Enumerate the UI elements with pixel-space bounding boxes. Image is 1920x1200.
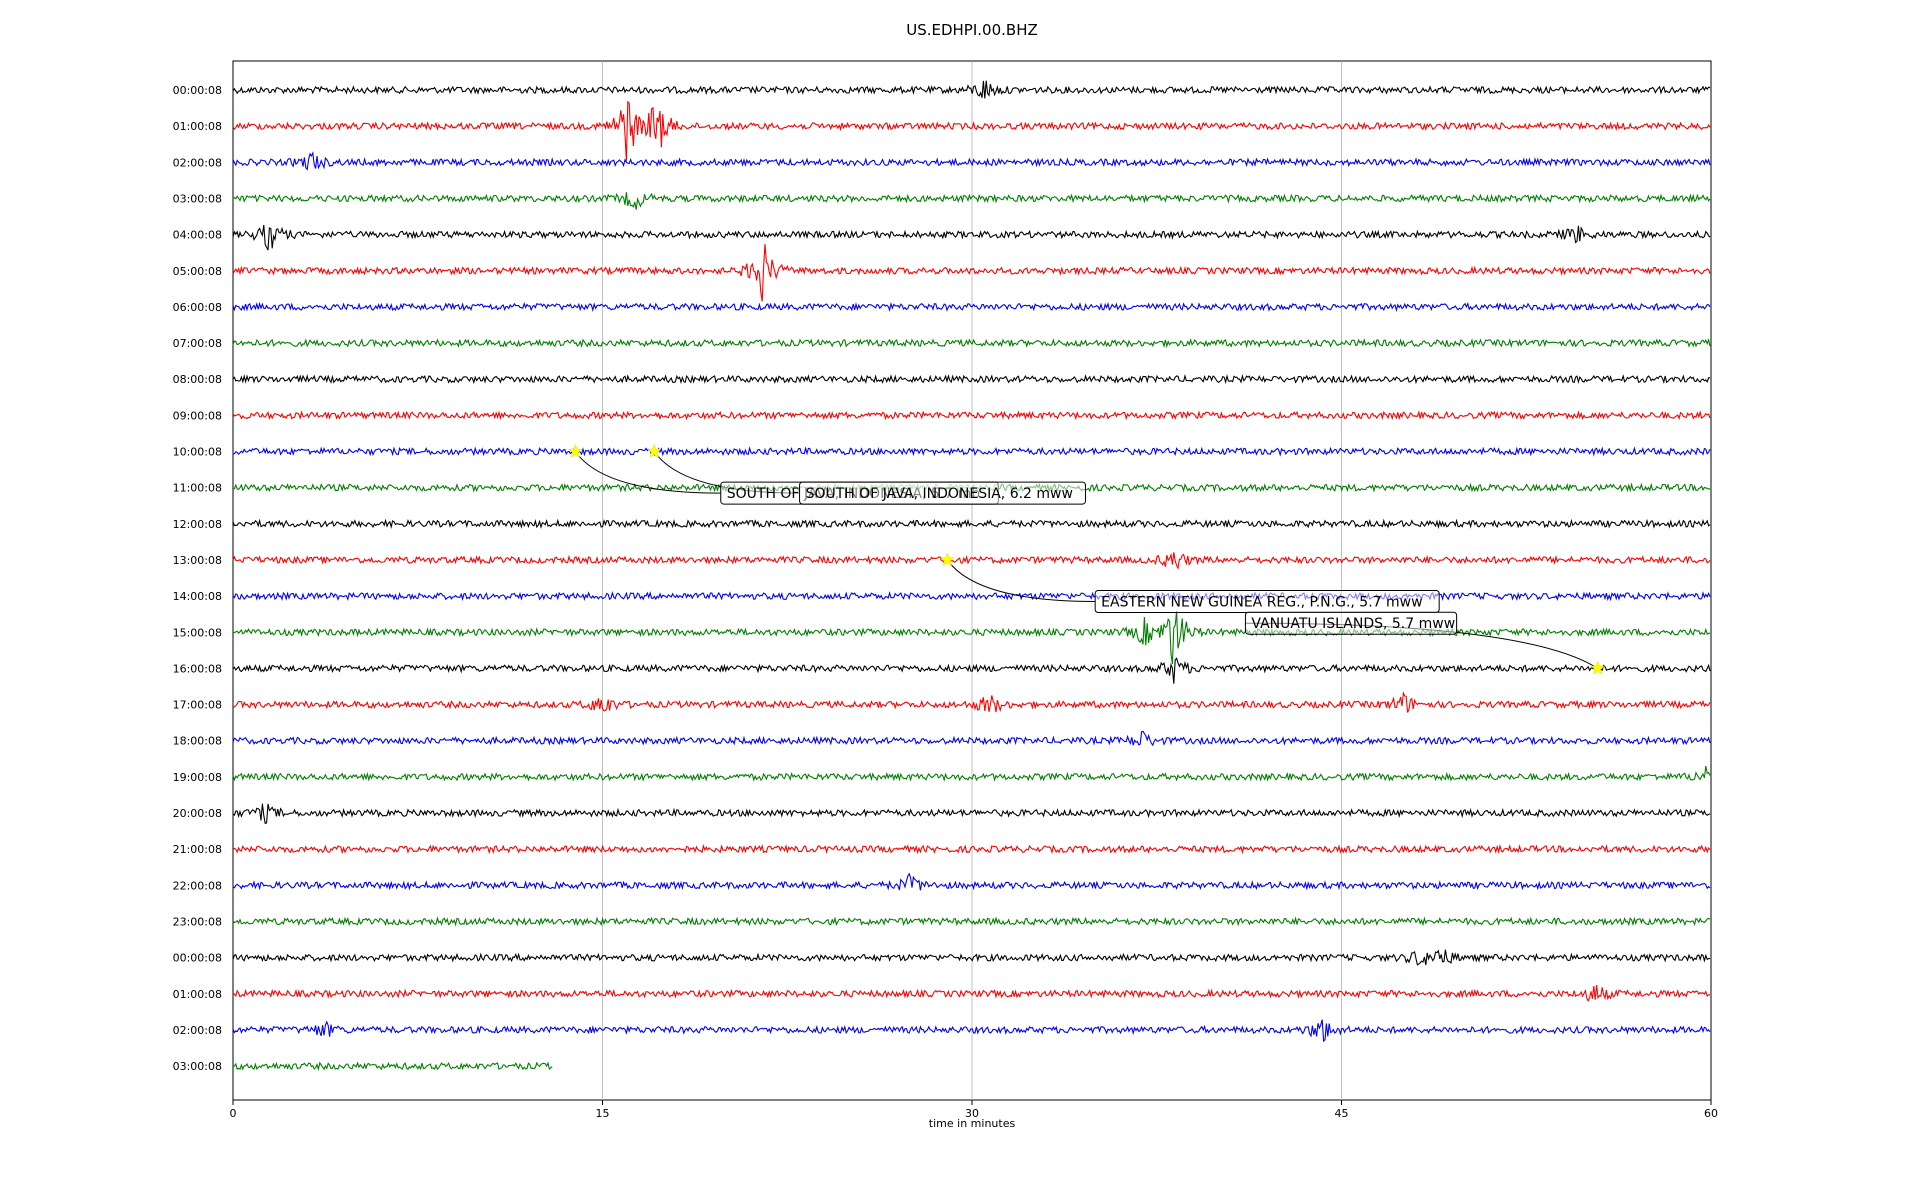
- row-time-label: 20:00:08: [173, 807, 222, 820]
- event-connector: [574, 451, 721, 494]
- row-time-label: 15:00:08: [173, 626, 222, 639]
- seismic-trace: [232, 301, 1711, 313]
- row-time-label: 01:00:08: [173, 120, 222, 133]
- row-time-label: 14:00:08: [173, 590, 222, 603]
- seismic-trace: [232, 803, 1711, 825]
- row-time-label: 16:00:08: [173, 662, 222, 675]
- seismic-trace: [232, 224, 1711, 251]
- seismic-trace: [232, 1061, 553, 1072]
- seismic-trace: [232, 765, 1711, 782]
- seismic-trace: [232, 80, 1711, 99]
- seismic-trace: [232, 843, 1711, 855]
- seismic-trace: [232, 984, 1711, 1003]
- seismic-trace: [232, 552, 1711, 571]
- seismic-trace: [232, 611, 1710, 665]
- row-time-label: 03:00:08: [173, 1060, 222, 1073]
- seismic-trace: [232, 872, 1711, 891]
- event-star: [940, 552, 955, 567]
- event-label: VANUATU ISLANDS, 5.7 mww: [1244, 611, 1458, 635]
- x-tick-label: 0: [230, 1107, 237, 1120]
- seismic-trace: [232, 590, 1711, 602]
- row-time-label: 18:00:08: [173, 735, 222, 748]
- event-label-box: [1244, 611, 1458, 635]
- x-tick-label: 45: [1335, 1107, 1349, 1120]
- row-time-label: 09:00:08: [173, 409, 222, 422]
- seismic-trace: [232, 374, 1710, 385]
- event-label-box: [799, 481, 1086, 505]
- event-star: [1590, 660, 1605, 675]
- event-star: [646, 443, 662, 458]
- row-time-label: 06:00:08: [173, 301, 222, 314]
- row-time-label: 17:00:08: [173, 699, 222, 712]
- x-tick-label: 60: [1704, 1107, 1718, 1120]
- row-time-label: 05:00:08: [173, 265, 222, 278]
- row-time-label: 04:00:08: [173, 229, 222, 242]
- seismic-trace: [232, 730, 1711, 747]
- chart-title: US.EDHPI.00.BHZ: [906, 21, 1038, 39]
- row-time-label: 10:00:08: [173, 446, 222, 459]
- row-time-label: 21:00:08: [173, 843, 222, 856]
- row-time-label: 22:00:08: [173, 879, 222, 892]
- x-tick-label: 30: [965, 1107, 979, 1120]
- seismic-trace: [232, 192, 1711, 210]
- seismic-trace: [232, 691, 1711, 713]
- row-time-label: 19:00:08: [173, 771, 222, 784]
- seismic-trace: [232, 446, 1711, 457]
- seismic-trace: [232, 518, 1711, 530]
- event-label-text: VANUATU ISLANDS, 5.7 mww: [1251, 616, 1455, 632]
- row-time-label: 02:00:08: [173, 1024, 222, 1037]
- seismic-trace: [232, 1019, 1711, 1043]
- row-time-label: 07:00:08: [173, 337, 222, 350]
- row-time-label: 01:00:08: [173, 988, 222, 1001]
- event-connector: [946, 559, 1096, 603]
- row-time-label: 13:00:08: [173, 554, 222, 567]
- event-label-text: SOUTH OF JAVA, INDONESIA, 6.2 mww: [806, 486, 1073, 502]
- row-time-label: 12:00:08: [173, 518, 222, 531]
- event-label: EASTERN NEW GUINEA REG., P.N.G., 5.7 mww: [1094, 590, 1440, 614]
- row-time-label: 00:00:08: [173, 84, 222, 97]
- row-time-label: 23:00:08: [173, 915, 222, 928]
- row-time-label: 00:00:08: [173, 952, 222, 965]
- x-axis-label: time in minutes: [929, 1117, 1016, 1130]
- event-label: SOUTH OF JAVA, INDONESIA, 6.2 mww: [799, 481, 1086, 505]
- seismic-trace: [232, 410, 1711, 421]
- row-time-label: 11:00:08: [173, 482, 222, 495]
- seismic-trace: [232, 916, 1711, 927]
- seismic-trace: [232, 949, 1711, 966]
- seismic-trace: [232, 337, 1711, 349]
- event-star: [568, 443, 583, 458]
- seismic-trace: [232, 100, 1711, 162]
- seismic-trace: [232, 243, 1711, 302]
- row-time-label: 08:00:08: [173, 373, 222, 386]
- x-tick-label: 15: [596, 1107, 610, 1120]
- seismic-trace: [232, 151, 1711, 171]
- event-label-text: EASTERN NEW GUINEA REG., P.N.G., 5.7 mww: [1101, 595, 1422, 611]
- row-time-label: 03:00:08: [173, 192, 222, 205]
- row-time-label: 02:00:08: [173, 156, 222, 169]
- seismic-trace: [232, 657, 1711, 684]
